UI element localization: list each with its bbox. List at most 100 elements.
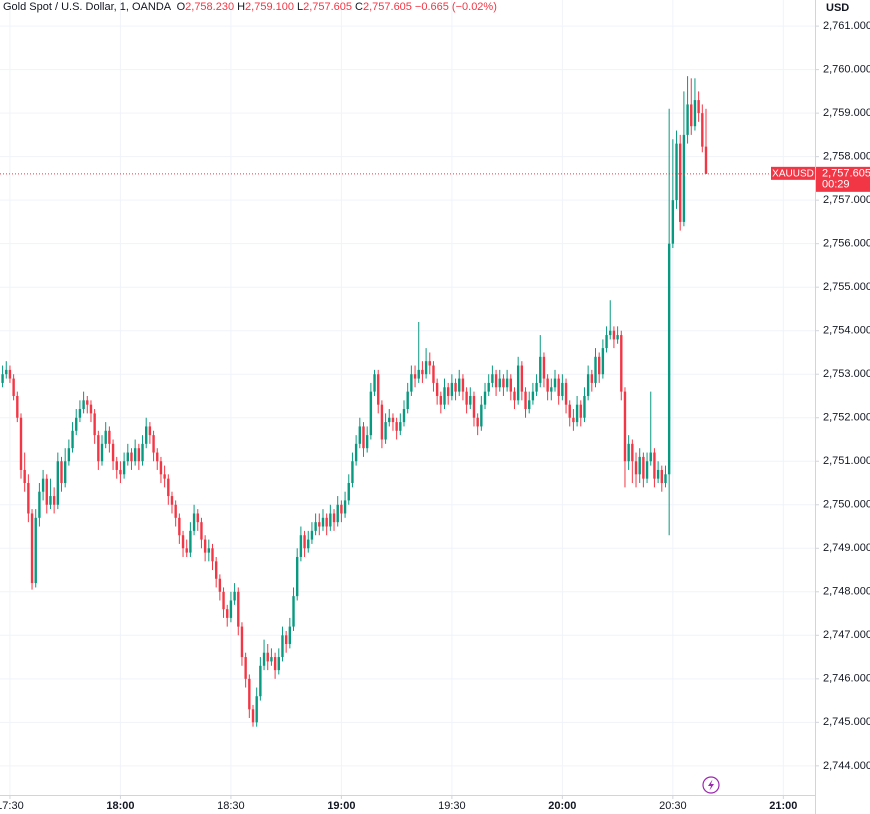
change-value: −0.665 (−0.02%) [414,1,497,13]
candle-body [362,426,365,449]
replay-icon[interactable] [702,776,720,794]
candle-body [395,422,398,431]
candle-body [30,513,34,584]
symbol-tag [771,166,815,180]
candle-body [701,113,704,147]
candle-body [476,417,479,427]
ohlc-value: 2,757.605 [362,1,412,13]
price-tag-label: 2,757.605 [822,168,870,180]
candle-body [137,448,141,462]
candle-body [192,513,196,531]
x-tick-label: 19:00 [327,800,355,812]
candle-body [461,378,465,392]
y-tick-label: 2,744.000 [823,760,870,772]
candle-body [406,391,409,410]
candle-body [16,395,19,418]
y-tick-label: 2,753.000 [823,368,870,380]
candle-body [601,348,605,375]
candle-body [89,404,93,414]
candle-body [185,548,188,553]
candle-body [314,522,317,531]
candle-body [288,626,292,645]
x-tick-label: 19:30 [438,800,466,812]
candle-body [586,374,590,396]
x-tick-label: 18:00 [106,800,134,812]
candle-body [122,461,126,475]
y-tick-label: 2,749.000 [823,542,870,554]
candle-body [340,504,343,514]
candle-body [428,361,431,366]
y-tick-label: 2,752.000 [823,412,870,424]
candle-body [170,496,174,505]
candle-body [424,361,428,375]
x-tick-label: 17:30 [0,800,24,812]
candle-body [693,100,697,127]
candle-body [524,391,527,410]
candle-body [465,391,468,405]
candle-body [605,335,608,349]
candle-body [690,104,693,127]
candle-body [93,413,96,436]
candle-body [163,474,166,479]
candle-body [34,517,37,584]
candle-body [679,143,682,222]
candle-body [697,100,700,114]
candle-body [502,378,505,388]
candle-body [108,430,111,444]
symbol-title: Gold Spot / U.S. Dollar, 1, OANDA [3,1,171,13]
candle-body [399,422,402,431]
candle-body [642,456,645,479]
candle-body [19,417,23,470]
candle-body [130,452,133,462]
candle-body [159,461,163,475]
candle-body [413,374,417,379]
candle-body [307,539,310,549]
candle-body [483,391,487,405]
candle-body [49,496,52,505]
candle-body [609,330,612,336]
candle-body [380,404,384,440]
candle-body [491,374,494,383]
x-tick-label: 21:00 [769,800,797,812]
candle-body [391,417,395,423]
candle-body [284,635,288,645]
candle-body [354,443,358,462]
candle-body [141,443,144,462]
candle-body [561,382,564,396]
candle-body [568,404,571,418]
y-tick-label: 2,747.000 [823,629,870,641]
candle-body [336,504,339,523]
candle-body [45,478,48,505]
candle-body [446,387,450,396]
candle-body [273,657,277,671]
candle-body [638,456,641,475]
candle-body [189,530,192,553]
candle-body [23,469,26,484]
candle-body [513,391,516,401]
candle-body [52,496,56,505]
candle-body [653,452,656,479]
ohlc-label: L [296,1,304,13]
candle-body [214,561,218,579]
candle-body [277,657,280,671]
ohlc-label: C [355,1,363,13]
candle-body [435,382,439,396]
candle-body [487,382,490,392]
candle-body [251,709,255,723]
candle-body [402,409,406,423]
candle-body [181,535,185,549]
candle-body [432,365,435,383]
candle-body [56,461,60,505]
candle-body [270,657,273,662]
y-tick-label: 2,757.000 [823,194,870,206]
candle-body [539,356,542,383]
candle-body [671,200,675,244]
candle-body [351,461,354,484]
x-tick-label: 20:30 [659,800,687,812]
candle-body [82,400,85,410]
candle-body [262,652,266,666]
candle-body [104,430,107,444]
candle-body [233,591,236,601]
